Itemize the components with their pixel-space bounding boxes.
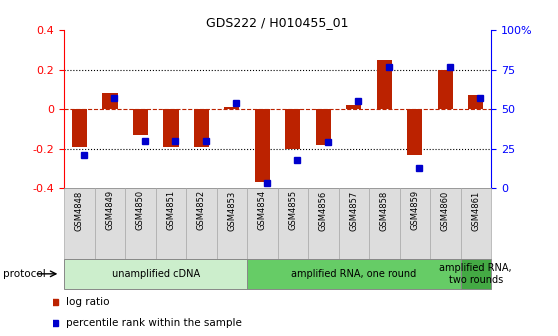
Bar [346,105,362,109]
Bar [156,188,186,259]
Text: GSM4848: GSM4848 [75,190,84,230]
Text: GSM4852: GSM4852 [197,190,206,230]
Bar [247,188,277,259]
Text: GSM4858: GSM4858 [380,190,389,230]
Bar [437,70,453,109]
Bar [194,109,209,147]
Bar [72,109,87,147]
Text: GSM4850: GSM4850 [136,190,145,230]
Text: GSM4857: GSM4857 [349,190,358,230]
Bar [460,259,491,289]
Bar [400,188,430,259]
Bar [95,188,125,259]
Bar [407,109,422,155]
Bar [468,95,483,109]
Bar [377,60,392,109]
Title: GDS222 / H010455_01: GDS222 / H010455_01 [206,16,349,29]
Bar [64,259,247,289]
Text: GSM4854: GSM4854 [258,190,267,230]
Bar [163,109,179,147]
Text: GSM4855: GSM4855 [288,190,297,230]
Text: unamplified cDNA: unamplified cDNA [112,269,200,279]
Bar [186,188,217,259]
Bar [133,109,148,135]
Text: GSM4859: GSM4859 [410,190,419,230]
Bar [224,107,239,109]
Bar [247,259,460,289]
Text: GSM4856: GSM4856 [319,190,328,230]
Bar [339,188,369,259]
Bar [460,188,491,259]
Text: GSM4860: GSM4860 [441,190,450,230]
Bar [217,188,247,259]
Text: GSM4853: GSM4853 [227,190,237,230]
Text: percentile rank within the sample: percentile rank within the sample [66,318,242,328]
Bar [369,188,400,259]
Text: amplified RNA,
two rounds: amplified RNA, two rounds [440,263,512,285]
Bar [102,93,118,109]
Text: GSM4861: GSM4861 [472,190,480,230]
Text: GSM4849: GSM4849 [105,190,114,230]
Bar [125,188,156,259]
Bar [255,109,270,182]
Bar [285,109,300,149]
Bar [316,109,331,145]
Text: protocol: protocol [3,269,46,279]
Bar [430,188,460,259]
Bar [278,188,308,259]
Bar [308,188,339,259]
Text: log ratio: log ratio [66,297,110,307]
Text: GSM4851: GSM4851 [166,190,175,230]
Bar [64,188,95,259]
Text: amplified RNA, one round: amplified RNA, one round [291,269,416,279]
